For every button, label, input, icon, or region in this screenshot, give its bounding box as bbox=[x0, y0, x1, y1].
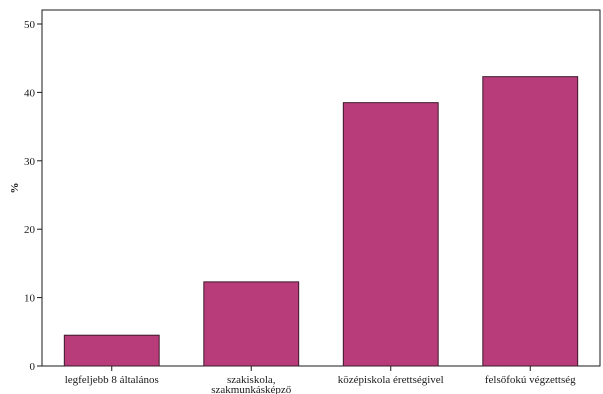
bar bbox=[342, 102, 439, 367]
x-tick-label: felsőfokú végzettség bbox=[485, 374, 576, 386]
x-tick-label-line: felsőfokú végzettség bbox=[485, 374, 576, 386]
y-axis-label: % bbox=[9, 183, 21, 194]
bars bbox=[63, 76, 579, 367]
bar bbox=[63, 334, 160, 367]
x-tick-label: legfeljebb 8 általános bbox=[65, 374, 159, 386]
x-tick-label-line: középiskola érettségivel bbox=[338, 374, 444, 386]
y-tick-label: 20 bbox=[24, 224, 36, 236]
bar bbox=[203, 281, 300, 367]
plot-frame bbox=[41, 9, 601, 367]
y-tick-label: 0 bbox=[30, 361, 36, 373]
x-tick-label-line: szakiskola, bbox=[227, 374, 276, 386]
y-tick-label: 50 bbox=[24, 19, 36, 31]
x-tick-label-line: szakmunkásképző bbox=[211, 384, 292, 394]
x-tick-label: szakiskola, szakmunkásképző bbox=[211, 374, 292, 394]
x-tick-label-line: legfeljebb 8 általános bbox=[65, 374, 159, 386]
y-tick-label: 10 bbox=[24, 293, 36, 305]
y-tick-label: 40 bbox=[24, 87, 36, 99]
bar bbox=[482, 76, 579, 367]
x-axis: legfeljebb 8 általános szakiskola, szakmun… bbox=[65, 366, 576, 394]
y-axis: 0 10 20 30 40 50 bbox=[24, 19, 42, 373]
y-tick-label: 30 bbox=[24, 156, 36, 168]
x-tick-label: középiskola érettségivel bbox=[338, 374, 444, 386]
